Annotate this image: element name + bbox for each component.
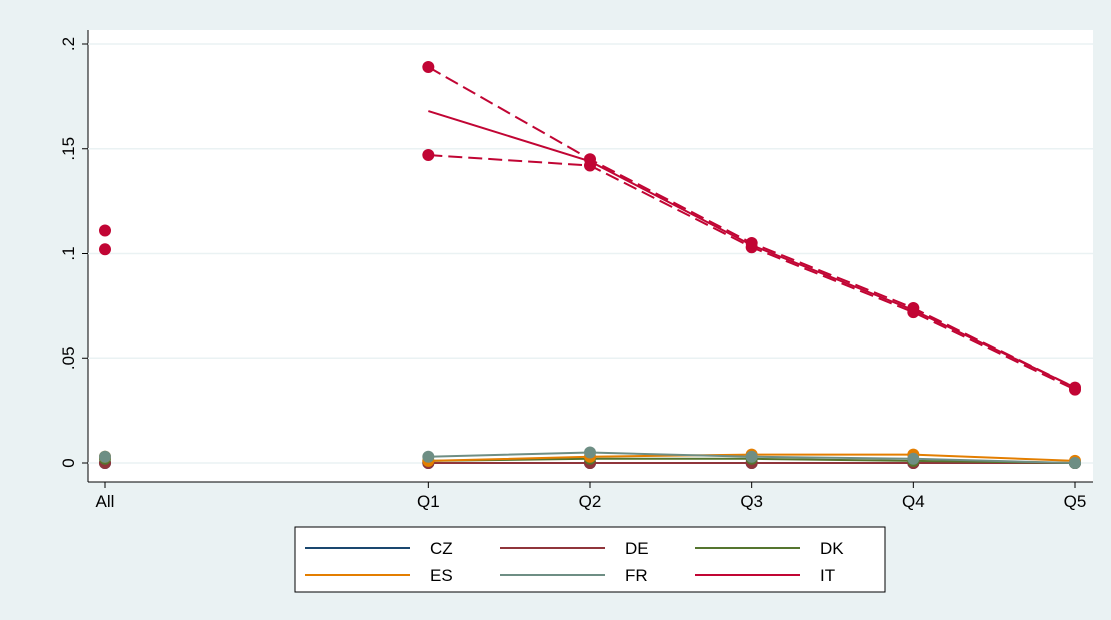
point xyxy=(745,237,758,250)
point xyxy=(99,243,111,256)
point xyxy=(745,450,758,463)
legend-label: CZ xyxy=(430,539,453,558)
x-tick-label: Q1 xyxy=(417,492,440,511)
point xyxy=(584,446,596,459)
legend-label: DE xyxy=(625,539,649,558)
point xyxy=(99,450,111,463)
point xyxy=(907,301,920,314)
plot-area xyxy=(88,30,1093,482)
x-tick-label: Q4 xyxy=(902,492,925,511)
legend-label: DK xyxy=(820,539,844,558)
y-tick-label: .1 xyxy=(59,246,78,260)
legend-label: ES xyxy=(430,566,453,585)
x-tick-label: All xyxy=(96,492,115,511)
x-tick-label: Q5 xyxy=(1064,492,1087,511)
x-tick-label: Q3 xyxy=(740,492,763,511)
point xyxy=(422,149,435,162)
y-tick-label: 0 xyxy=(59,458,78,467)
point xyxy=(1069,457,1081,469)
point xyxy=(99,224,111,237)
legend-label: IT xyxy=(820,566,835,585)
legend-label: FR xyxy=(625,566,648,585)
legend xyxy=(294,526,886,593)
point xyxy=(907,452,920,465)
x-tick-label: Q2 xyxy=(579,492,602,511)
y-tick-label: .15 xyxy=(59,137,78,161)
point xyxy=(422,61,435,74)
point xyxy=(422,450,435,463)
y-tick-label: .05 xyxy=(59,346,78,370)
point xyxy=(1069,381,1081,394)
point xyxy=(584,153,596,166)
y-tick-label: .2 xyxy=(59,37,78,51)
